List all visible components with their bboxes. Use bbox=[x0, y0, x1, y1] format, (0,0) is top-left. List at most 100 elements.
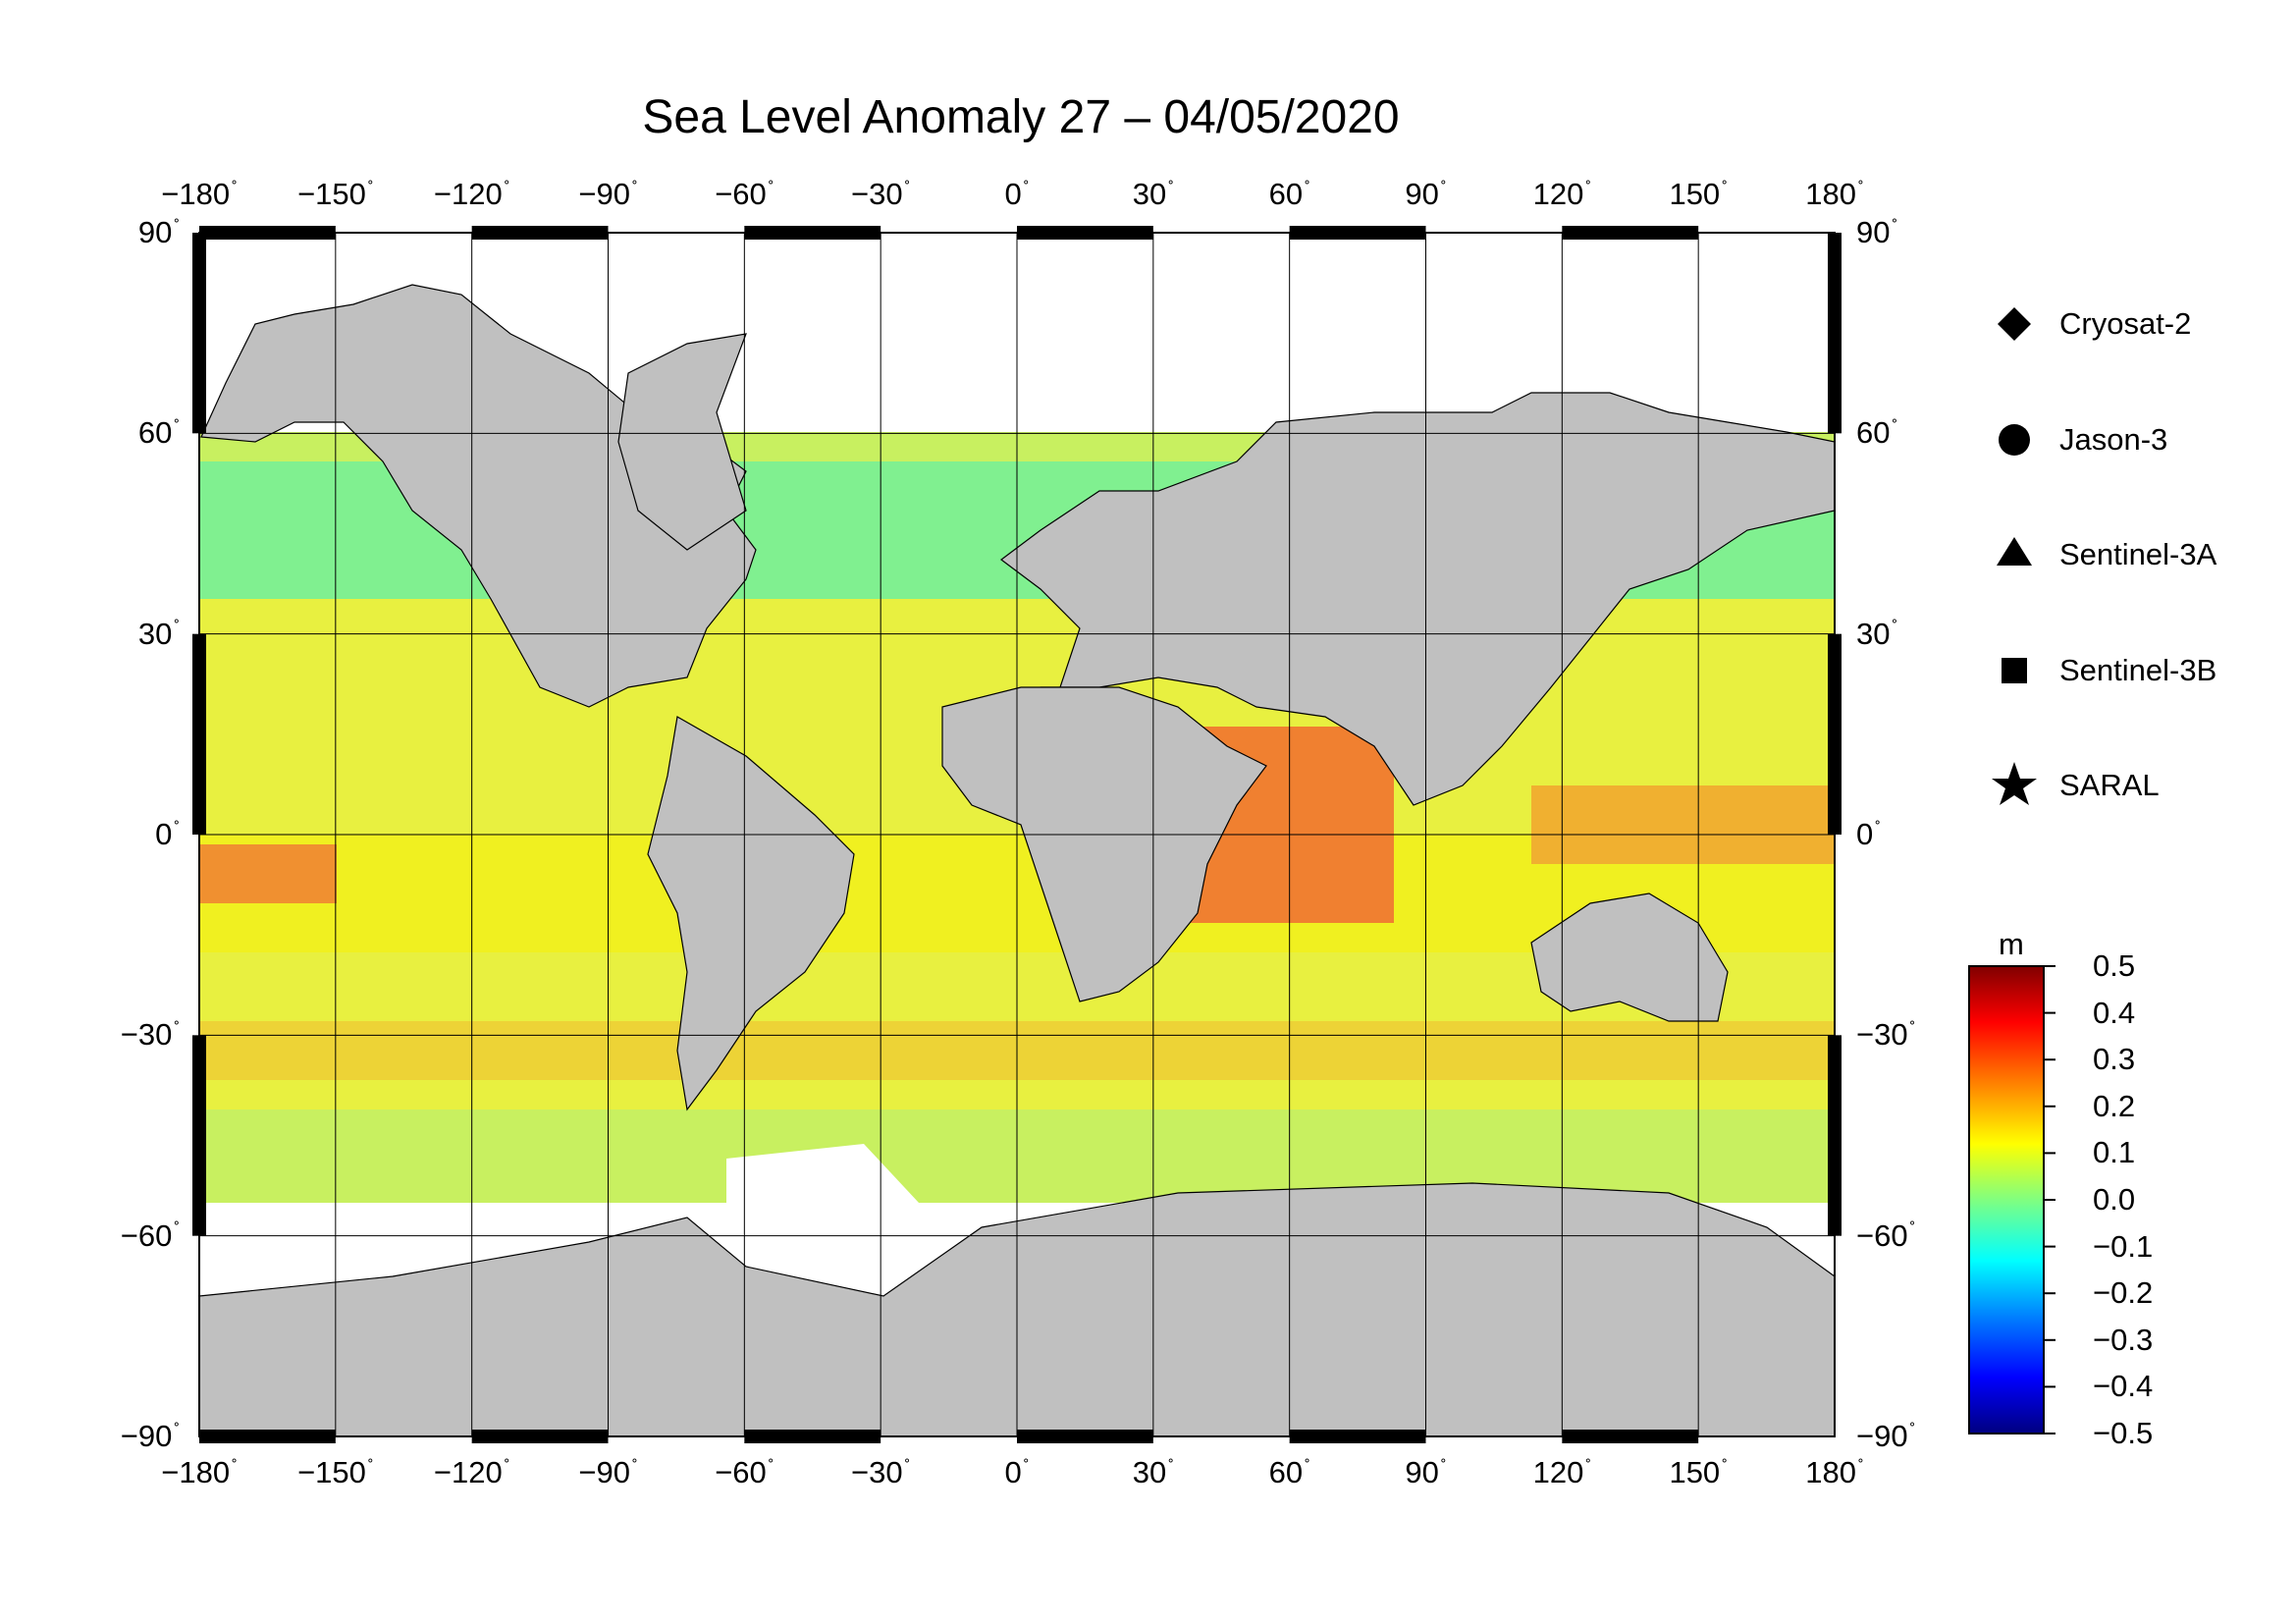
tick-text: −90 bbox=[578, 1455, 630, 1489]
frame-bar bbox=[744, 1430, 881, 1443]
legend-item-cryosat-2: Cryosat-2 bbox=[1993, 299, 2191, 349]
tick-text: 30 bbox=[1132, 1455, 1167, 1489]
lon-tick-label: 0 ˚ bbox=[1005, 1455, 1030, 1490]
lat-tick-label: −90 ˚ bbox=[121, 1419, 180, 1454]
frame-bar bbox=[1828, 633, 1842, 835]
lon-tick-label: 120 ˚ bbox=[1533, 1455, 1591, 1490]
tick-text: 60 bbox=[1856, 415, 1891, 451]
degree-symbol: ˚ bbox=[1023, 1456, 1030, 1476]
tick-text: −60 bbox=[120, 1217, 173, 1253]
frame-bar bbox=[471, 226, 609, 240]
legend-label: Cryosat-2 bbox=[2059, 306, 2192, 341]
north-america-land bbox=[200, 284, 757, 708]
degree-symbol: ˚ bbox=[1722, 178, 1728, 197]
tick-text: −60 bbox=[1856, 1217, 1908, 1253]
tick-text: 30 bbox=[1856, 616, 1891, 651]
degree-symbol: ˚ bbox=[367, 178, 374, 197]
colorbar-tick-label: 0.4 bbox=[2093, 995, 2136, 1030]
lon-tick-label: 30 ˚ bbox=[1133, 177, 1174, 212]
tick-text: 180 bbox=[1805, 1455, 1857, 1489]
legend-symbols bbox=[1992, 307, 2037, 805]
legend-label: Sentinel-3B bbox=[2059, 653, 2217, 687]
degree-symbol: ˚ bbox=[1168, 178, 1174, 197]
degree-symbol: ˚ bbox=[1892, 417, 1898, 436]
lon-tick-label: 60 ˚ bbox=[1269, 177, 1310, 212]
tick-text: 90 bbox=[1405, 177, 1439, 211]
degree-symbol: ˚ bbox=[1892, 618, 1898, 637]
degree-symbol: ˚ bbox=[174, 417, 180, 436]
tick-text: 180 bbox=[1805, 177, 1857, 211]
degree-symbol: ˚ bbox=[504, 1456, 510, 1476]
frame-bar bbox=[199, 226, 336, 240]
colorbar-tick-label: −0.2 bbox=[2093, 1275, 2154, 1311]
tick-text: −120 bbox=[433, 177, 503, 211]
lat-tick-label: −90 ˚ bbox=[1856, 1419, 1915, 1454]
degree-symbol: ˚ bbox=[1305, 178, 1310, 197]
degree-symbol: ˚ bbox=[1585, 1456, 1592, 1476]
degree-symbol: ˚ bbox=[1858, 178, 1864, 197]
degree-symbol: ˚ bbox=[904, 1456, 911, 1476]
frame-bar bbox=[192, 233, 206, 434]
lat-tick-label: 0 ˚ bbox=[1856, 817, 1881, 852]
lon-tick-label: −180 ˚ bbox=[161, 177, 238, 212]
degree-symbol: ˚ bbox=[1722, 1456, 1728, 1476]
lat-tick-label: 30 ˚ bbox=[138, 617, 180, 652]
lon-tick-label: −120 ˚ bbox=[434, 177, 510, 212]
colorbar-tick-label: 0.3 bbox=[2093, 1042, 2136, 1077]
colorbar-tick-label: 0.1 bbox=[2093, 1135, 2136, 1170]
tick-text: 30 bbox=[1132, 177, 1167, 211]
degree-symbol: ˚ bbox=[1858, 1456, 1864, 1476]
diamond-icon bbox=[1998, 307, 2031, 341]
frame-bar bbox=[192, 1035, 206, 1236]
star-icon bbox=[1992, 762, 2037, 805]
lat-tick-label: −30 ˚ bbox=[121, 1017, 180, 1053]
lat-tick-label: −30 ˚ bbox=[1856, 1017, 1915, 1053]
lon-tick-label: −150 ˚ bbox=[297, 177, 374, 212]
tick-text: 60 bbox=[1268, 177, 1304, 211]
frame-bar bbox=[744, 226, 881, 240]
legend-item-sentinel-3b: Sentinel-3B bbox=[1993, 646, 2216, 695]
lon-tick-label: 30 ˚ bbox=[1133, 1455, 1174, 1490]
tick-text: 90 bbox=[1405, 1455, 1439, 1489]
frame-bar bbox=[471, 1430, 609, 1443]
degree-symbol: ˚ bbox=[1909, 1219, 1916, 1239]
colorbar bbox=[1968, 965, 2045, 1434]
africa-land bbox=[941, 686, 1267, 1002]
lat-tick-label: 90 ˚ bbox=[138, 215, 180, 250]
degree-symbol: ˚ bbox=[174, 1420, 180, 1439]
degree-symbol: ˚ bbox=[174, 216, 180, 236]
tick-text: −90 bbox=[578, 177, 630, 211]
triangle-icon bbox=[1997, 537, 2032, 566]
tick-text: 150 bbox=[1669, 177, 1721, 211]
colorbar-tick-label: 0.0 bbox=[2093, 1182, 2136, 1217]
tick-text: −150 bbox=[297, 177, 366, 211]
lat-tick-label: 0 ˚ bbox=[155, 817, 180, 852]
legend-item-sentinel-3a: Sentinel-3A bbox=[1993, 530, 2216, 579]
legend-label: Sentinel-3A bbox=[2059, 537, 2217, 571]
tick-text: 0 bbox=[1004, 1455, 1022, 1489]
greenland-land bbox=[617, 333, 747, 551]
frame-border-bars bbox=[192, 226, 1842, 1443]
lat-tick-label: −60 ˚ bbox=[121, 1218, 180, 1254]
legend-item-jason-3: Jason-3 bbox=[1993, 415, 2167, 464]
frame-bar bbox=[192, 633, 206, 835]
lat-tick-label: 60 ˚ bbox=[1856, 415, 1897, 451]
lon-tick-label: −60 ˚ bbox=[715, 1455, 774, 1490]
legend-label: Jason-3 bbox=[2059, 422, 2168, 457]
degree-symbol: ˚ bbox=[174, 618, 180, 637]
degree-symbol: ˚ bbox=[904, 178, 911, 197]
degree-symbol: ˚ bbox=[174, 1219, 180, 1239]
lat-tick-label: −60 ˚ bbox=[1856, 1218, 1915, 1254]
colorbar-tick-label: 0.2 bbox=[2093, 1088, 2136, 1123]
degree-symbol: ˚ bbox=[232, 178, 238, 197]
frame-bar bbox=[1289, 226, 1426, 240]
legend-label: SARAL bbox=[2059, 768, 2160, 802]
degree-symbol: ˚ bbox=[768, 178, 774, 197]
degree-symbol: ˚ bbox=[1875, 818, 1881, 838]
frame-bar bbox=[1289, 1430, 1426, 1443]
lon-tick-label: 60 ˚ bbox=[1269, 1455, 1310, 1490]
colorbar-unit: m bbox=[1999, 927, 2024, 961]
colorbar-tick-label: −0.1 bbox=[2093, 1228, 2154, 1264]
